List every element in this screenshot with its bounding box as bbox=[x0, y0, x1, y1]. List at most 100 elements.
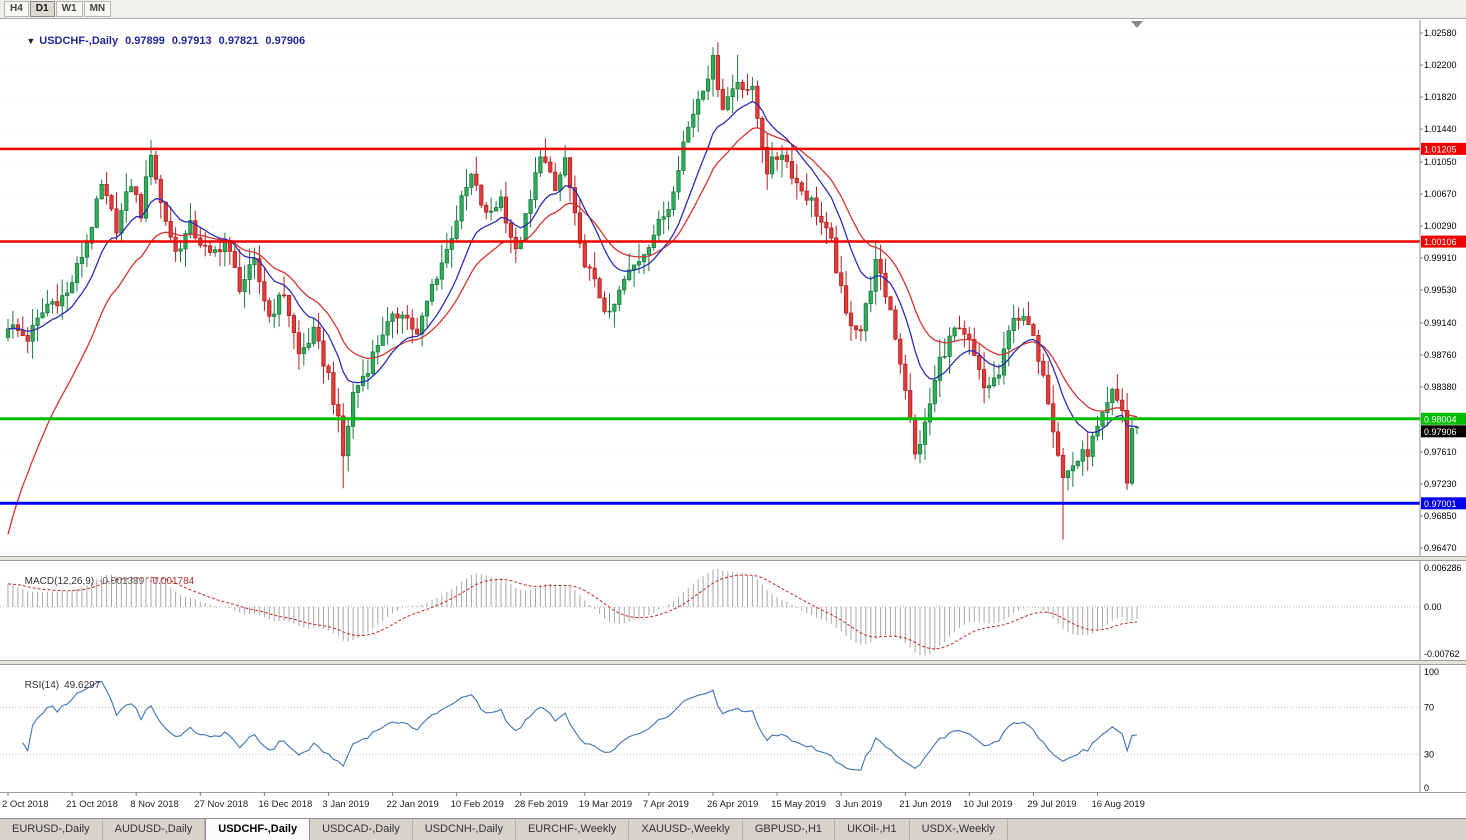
candle bbox=[1001, 348, 1007, 376]
candle bbox=[163, 201, 168, 222]
candle bbox=[148, 154, 154, 178]
tab-usdchf-daily[interactable]: USDCHF-,Daily bbox=[205, 819, 311, 840]
candle bbox=[365, 373, 371, 377]
date-label: 22 Jan 2019 bbox=[387, 799, 439, 810]
price-tick-label: 0.98760 bbox=[1424, 350, 1457, 360]
symbol-title: USDCHF-,Daily bbox=[39, 35, 119, 47]
candle bbox=[134, 186, 139, 195]
candle bbox=[765, 147, 770, 175]
price-tick-label: 1.01820 bbox=[1424, 92, 1457, 102]
candle bbox=[94, 198, 99, 228]
candle bbox=[124, 191, 129, 211]
price-tick-label: 1.02580 bbox=[1424, 28, 1457, 38]
pane-separator[interactable] bbox=[0, 557, 1466, 560]
candle bbox=[563, 157, 568, 176]
price-tick-label: 0.99910 bbox=[1424, 253, 1457, 263]
candle bbox=[760, 118, 765, 148]
candle bbox=[217, 249, 223, 252]
price-tick-label: 0.97230 bbox=[1424, 479, 1457, 489]
candle bbox=[464, 186, 469, 197]
candle bbox=[321, 340, 326, 367]
symbol-dropdown-icon[interactable]: ▼ bbox=[26, 36, 36, 46]
candle bbox=[286, 294, 292, 316]
candle bbox=[1041, 360, 1046, 376]
candle bbox=[1134, 426, 1140, 429]
tab-eurusd-daily[interactable]: EURUSD-,Daily bbox=[0, 819, 103, 840]
candle bbox=[1070, 465, 1075, 472]
tab-usdcnh-daily[interactable]: USDCNH-,Daily bbox=[413, 819, 516, 840]
candle bbox=[987, 385, 992, 389]
candle bbox=[138, 194, 144, 219]
tab-usdcad-daily[interactable]: USDCAD-,Daily bbox=[310, 819, 413, 840]
timeframe-toolbar: H4 D1 W1 MN bbox=[0, 0, 1466, 19]
date-label: 7 Apr 2019 bbox=[643, 799, 689, 810]
candle bbox=[543, 156, 548, 163]
candle bbox=[809, 197, 814, 201]
candle bbox=[656, 218, 661, 236]
candle bbox=[829, 227, 834, 239]
candle bbox=[30, 324, 35, 342]
candle bbox=[671, 191, 676, 210]
candle bbox=[597, 278, 602, 299]
tab-gbpusd-h1[interactable]: GBPUSD-,H1 bbox=[743, 819, 836, 840]
candle bbox=[661, 216, 666, 220]
rsi-line bbox=[22, 680, 1138, 771]
pane-separator[interactable] bbox=[0, 661, 1466, 664]
candle bbox=[395, 313, 400, 319]
candle bbox=[927, 403, 933, 423]
current-price-badge bbox=[1421, 425, 1466, 438]
rsi-axis-label: 30 bbox=[1424, 750, 1434, 760]
date-label: 15 May 2019 bbox=[771, 799, 826, 810]
candle bbox=[908, 389, 913, 419]
timeframe-button-w1[interactable]: W1 bbox=[55, 1, 83, 17]
chart-shift-marker[interactable] bbox=[1130, 21, 1143, 28]
timeframe-button-h4[interactable]: H4 bbox=[4, 1, 29, 17]
candle bbox=[375, 345, 380, 353]
candle bbox=[937, 356, 942, 381]
moving-averages bbox=[7, 100, 1138, 535]
candle bbox=[1031, 324, 1036, 336]
candle bbox=[153, 154, 158, 180]
candle bbox=[681, 141, 686, 171]
tab-usdx-weekly[interactable]: USDX-,Weekly bbox=[910, 819, 1008, 840]
timeframe-button-mn[interactable]: MN bbox=[83, 1, 112, 17]
candle bbox=[844, 285, 849, 314]
candle bbox=[863, 303, 868, 332]
candle bbox=[710, 55, 716, 80]
rsi-axis-label: 100 bbox=[1424, 667, 1439, 677]
support-green-price-badge-label: 0.98004 bbox=[1424, 414, 1457, 424]
up-wicks bbox=[7, 47, 1138, 491]
macd-value-main: -0.001389 bbox=[99, 576, 145, 587]
candle bbox=[942, 355, 947, 358]
candle bbox=[469, 173, 474, 188]
candle bbox=[15, 324, 21, 331]
tab-eurchf-weekly[interactable]: EURCHF-,Weekly bbox=[516, 819, 630, 840]
tab-ukoil-h1[interactable]: UKOil-,H1 bbox=[835, 819, 910, 840]
candle bbox=[814, 197, 819, 217]
candle bbox=[474, 173, 479, 186]
candle bbox=[696, 98, 701, 115]
date-label: 2 Oct 2018 bbox=[2, 799, 48, 810]
candle bbox=[612, 303, 617, 312]
candle bbox=[1129, 428, 1135, 484]
candle bbox=[444, 248, 449, 264]
candle bbox=[1056, 431, 1061, 456]
price-tick-label: 1.01050 bbox=[1424, 157, 1457, 167]
tab-audusd-daily[interactable]: AUDUSD-,Daily bbox=[103, 819, 206, 840]
ohlc-close: 0.97906 bbox=[265, 35, 306, 47]
date-label: 27 Nov 2018 bbox=[194, 799, 248, 810]
candle bbox=[750, 85, 755, 91]
tab-xauusd-weekly[interactable]: XAUUSD-,Weekly bbox=[629, 819, 743, 840]
timeframe-button-d1[interactable]: D1 bbox=[29, 1, 55, 17]
candle bbox=[558, 174, 563, 191]
candle bbox=[439, 262, 444, 280]
candle bbox=[779, 154, 785, 160]
candle bbox=[1016, 317, 1021, 321]
candle bbox=[1085, 449, 1090, 457]
candle bbox=[977, 354, 982, 370]
candle bbox=[306, 342, 311, 348]
candle bbox=[252, 258, 257, 266]
candle bbox=[799, 182, 804, 192]
candle bbox=[848, 312, 854, 327]
